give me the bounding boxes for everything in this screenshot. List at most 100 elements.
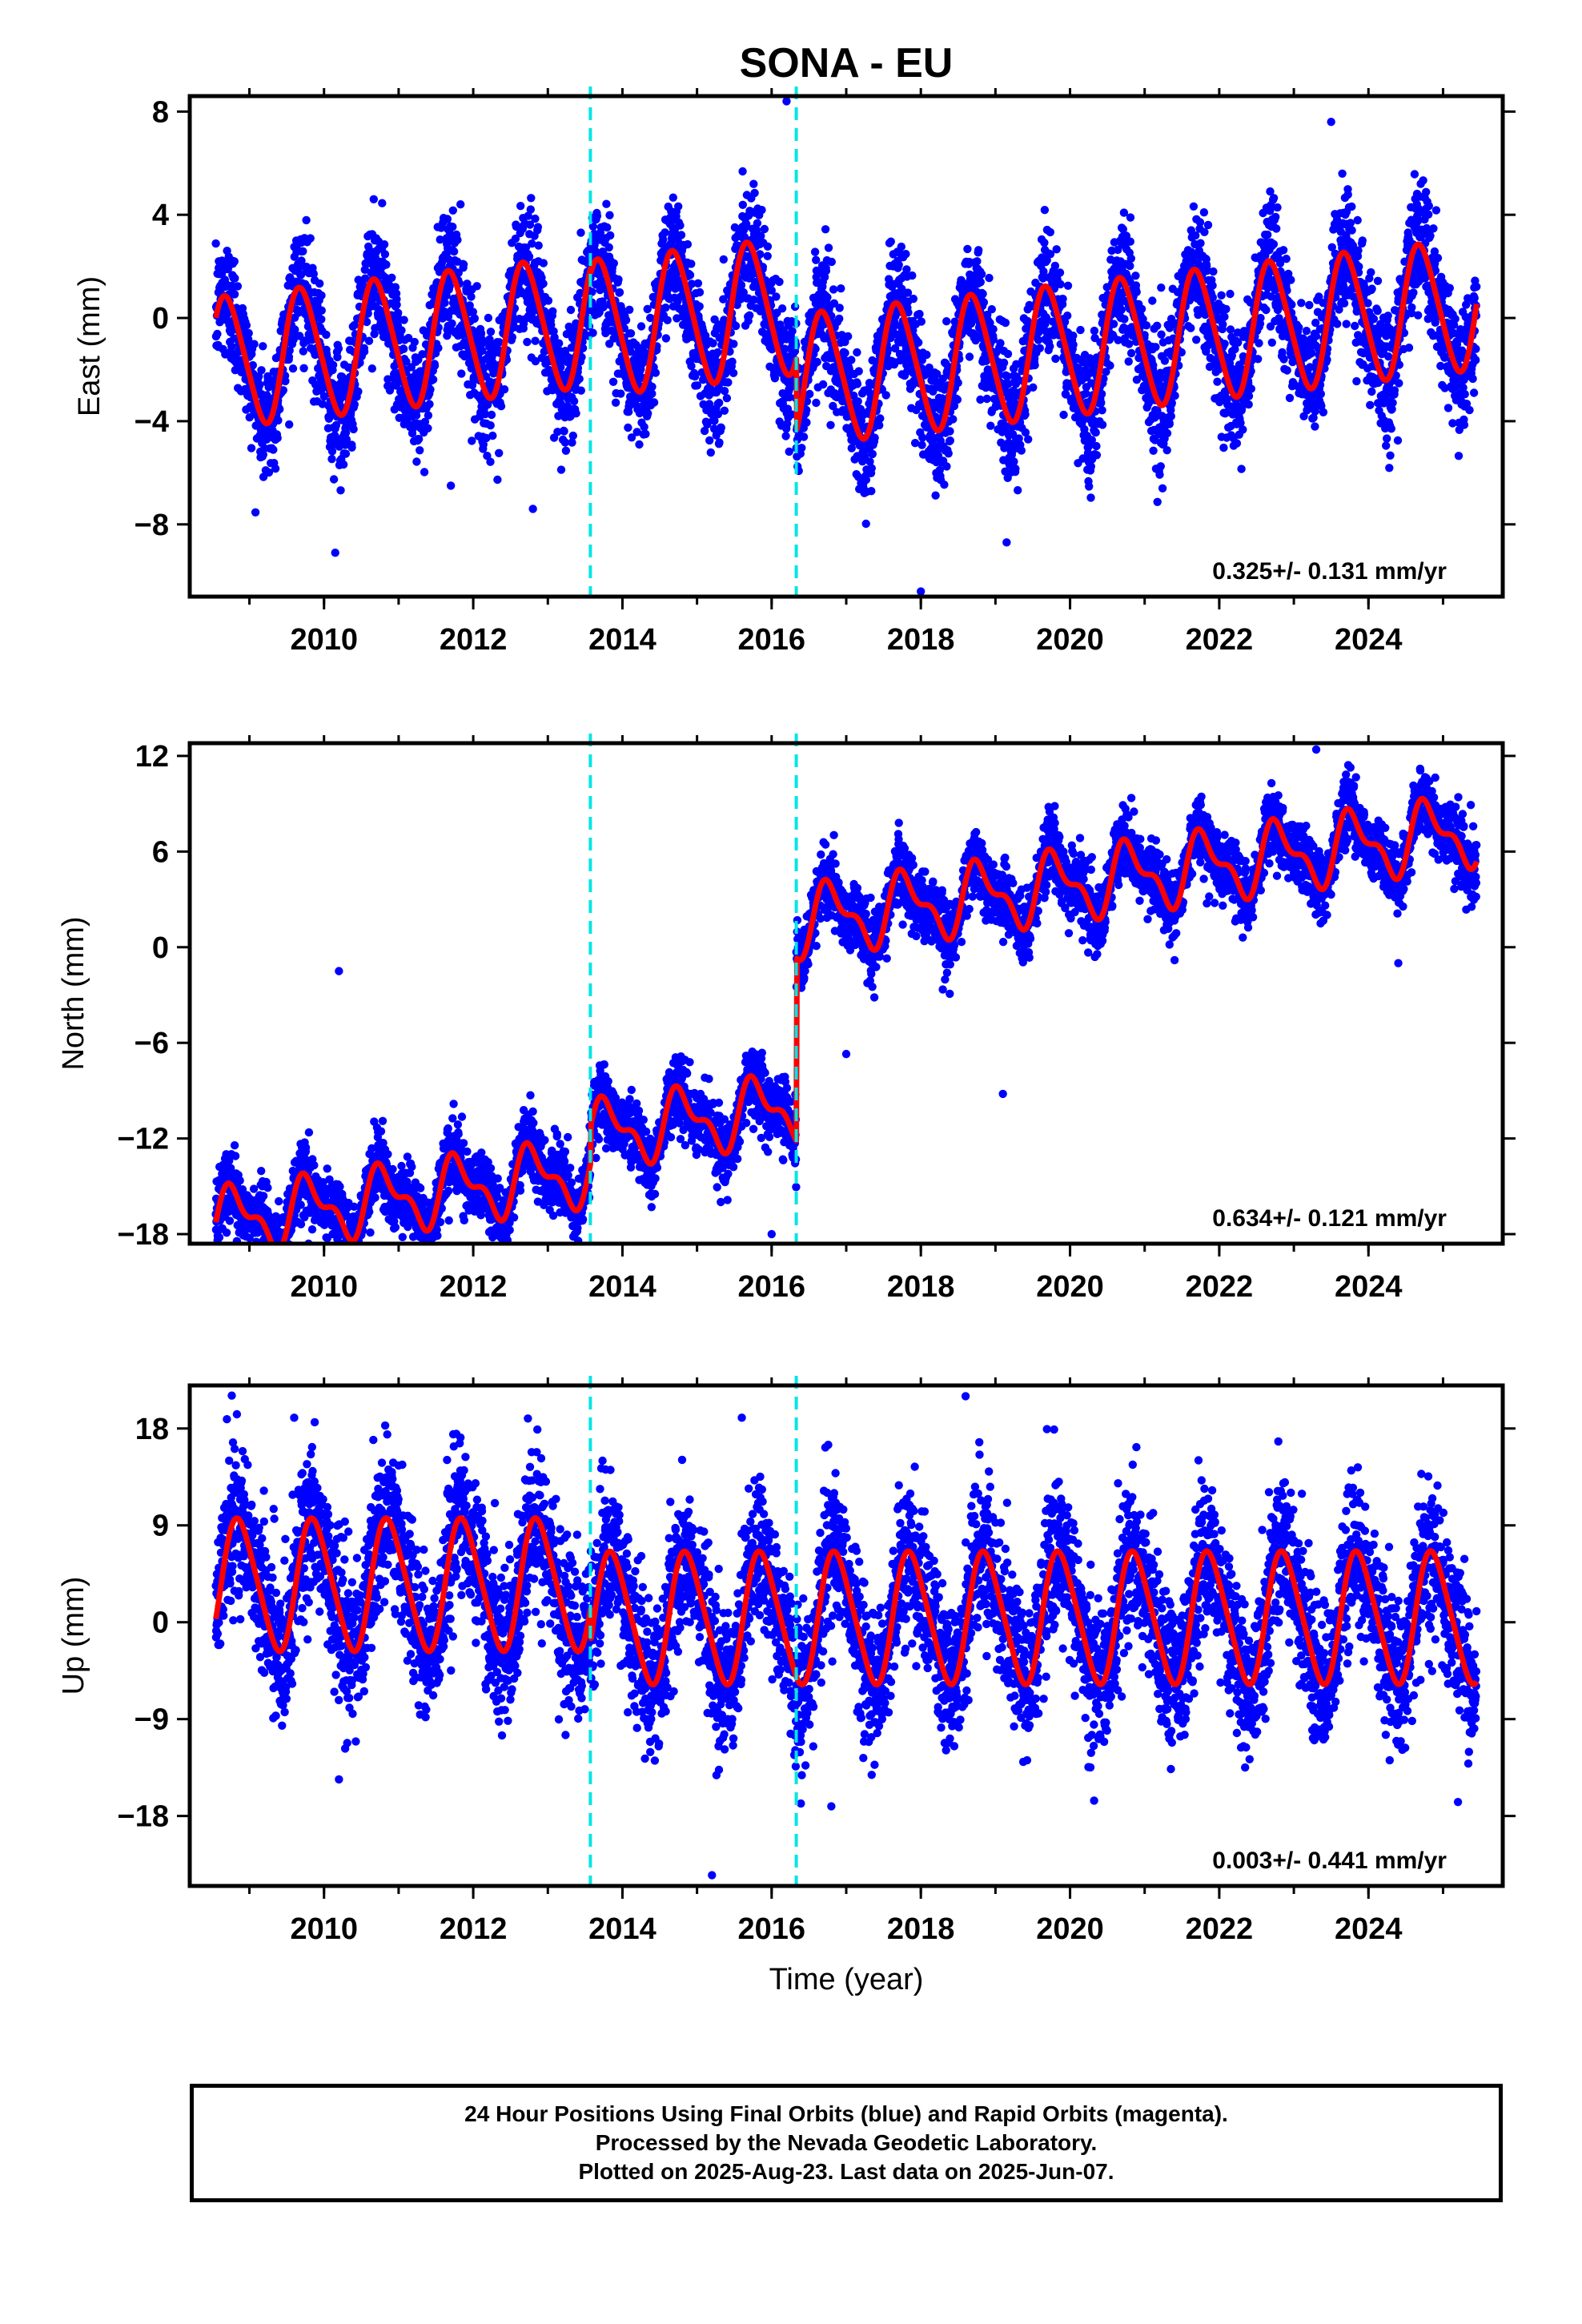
data-point xyxy=(729,340,738,348)
data-point xyxy=(1156,462,1166,471)
data-point xyxy=(1024,435,1033,444)
data-point xyxy=(886,237,896,246)
data-point xyxy=(317,291,326,300)
data-point xyxy=(367,364,376,373)
data-point xyxy=(592,211,602,220)
data-point xyxy=(1030,360,1039,370)
data-point xyxy=(611,398,620,407)
data-point xyxy=(1226,289,1235,299)
data-point xyxy=(524,252,534,261)
data-point xyxy=(318,400,327,408)
data-point xyxy=(1217,291,1226,300)
data-point xyxy=(915,309,924,319)
data-point xyxy=(901,250,910,259)
data-point xyxy=(331,420,341,430)
data-point xyxy=(728,357,737,366)
data-point xyxy=(315,279,324,288)
data-point xyxy=(799,432,809,441)
data-point xyxy=(861,519,870,529)
data-point xyxy=(940,480,949,489)
data-point xyxy=(1222,304,1231,314)
data-point xyxy=(211,239,220,248)
data-point xyxy=(1050,261,1060,271)
data-point xyxy=(973,257,982,266)
data-point xyxy=(434,344,443,352)
data-point xyxy=(436,235,444,244)
data-point xyxy=(760,224,769,234)
data-point xyxy=(854,367,863,376)
data-point xyxy=(989,324,998,334)
data-point xyxy=(663,316,672,324)
data-point xyxy=(227,342,236,351)
data-point xyxy=(1001,318,1010,328)
data-point xyxy=(296,270,306,279)
data-point xyxy=(661,334,671,343)
data-point xyxy=(1052,245,1061,254)
scatter-points xyxy=(211,97,1481,596)
data-point xyxy=(677,231,686,239)
data-point xyxy=(1109,320,1118,328)
data-point xyxy=(1086,462,1096,471)
data-point xyxy=(729,368,738,377)
data-point xyxy=(1056,279,1065,289)
data-point xyxy=(1040,206,1050,215)
data-point xyxy=(526,205,535,214)
data-point xyxy=(1063,312,1072,320)
data-point xyxy=(561,446,571,455)
data-point xyxy=(636,322,646,331)
data-point xyxy=(1160,356,1170,365)
data-point xyxy=(949,415,958,424)
data-point xyxy=(720,387,729,396)
data-point xyxy=(415,435,424,444)
data-point xyxy=(1059,410,1068,420)
data-point xyxy=(976,278,986,287)
data-point xyxy=(902,265,911,274)
data-point xyxy=(456,200,465,209)
data-point xyxy=(230,257,239,266)
data-point xyxy=(336,486,345,495)
data-point xyxy=(625,305,634,314)
data-point xyxy=(616,389,625,398)
data-point xyxy=(1196,239,1205,247)
data-point xyxy=(777,304,787,313)
data-point xyxy=(835,304,844,312)
data-point xyxy=(844,332,853,341)
data-point xyxy=(576,386,585,395)
data-point xyxy=(986,421,995,430)
data-point xyxy=(861,475,871,485)
data-point xyxy=(285,346,294,355)
data-point xyxy=(713,348,722,357)
data-point xyxy=(985,273,994,283)
data-point xyxy=(1208,281,1217,290)
data-point xyxy=(757,206,766,215)
data-point xyxy=(1148,296,1157,305)
data-point xyxy=(847,356,856,364)
data-point xyxy=(328,360,338,369)
data-point xyxy=(378,199,387,207)
data-point xyxy=(486,421,495,430)
data-point xyxy=(853,348,861,357)
data-point xyxy=(1014,486,1022,495)
data-point xyxy=(709,339,717,348)
data-point xyxy=(965,352,974,361)
data-point xyxy=(1132,287,1141,296)
data-point xyxy=(251,508,260,517)
data-point xyxy=(281,376,290,386)
data-point xyxy=(394,308,403,317)
data-point xyxy=(468,436,476,445)
data-point xyxy=(812,255,821,264)
data-point xyxy=(459,260,468,269)
data-point xyxy=(349,424,358,434)
data-point xyxy=(977,270,986,279)
data-point xyxy=(424,424,432,432)
data-point xyxy=(870,433,879,442)
data-point xyxy=(1157,283,1166,292)
data-point xyxy=(999,358,1009,368)
data-point xyxy=(1051,354,1060,364)
data-point xyxy=(555,339,564,348)
data-point xyxy=(1151,343,1160,352)
data-point xyxy=(544,296,553,305)
data-point xyxy=(1029,383,1038,392)
data-point xyxy=(909,294,918,304)
data-point xyxy=(661,304,670,312)
